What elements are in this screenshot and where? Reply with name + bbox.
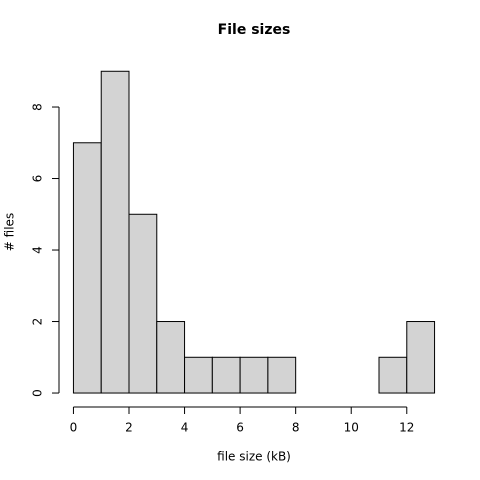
bar: [156, 321, 186, 394]
x-tick-label: 10: [344, 421, 359, 435]
x-tick-label: 12: [399, 421, 414, 435]
bar: [239, 356, 269, 394]
bar: [72, 142, 102, 394]
bar: [211, 356, 241, 394]
y-tick-label: 4: [31, 246, 45, 254]
y-tick-label: 2: [31, 318, 45, 326]
y-tick-label: 6: [31, 175, 45, 183]
x-tick-label: 6: [236, 421, 244, 435]
chart-title: File sizes: [218, 22, 291, 38]
x-tick-label: 8: [292, 421, 300, 435]
x-tick-label: 0: [70, 421, 78, 435]
bar: [184, 356, 213, 394]
bar: [100, 70, 130, 394]
bar: [128, 213, 158, 394]
y-tick-label: 8: [31, 103, 45, 111]
y-tick-label: 0: [31, 389, 45, 397]
bar: [406, 321, 436, 394]
bar: [378, 356, 408, 394]
x-axis-label: file size (kB): [217, 450, 291, 464]
bar: [267, 356, 297, 394]
x-tick-label: 4: [181, 421, 189, 435]
x-tick-label: 2: [125, 421, 133, 435]
y-axis-label: # files: [3, 213, 17, 251]
